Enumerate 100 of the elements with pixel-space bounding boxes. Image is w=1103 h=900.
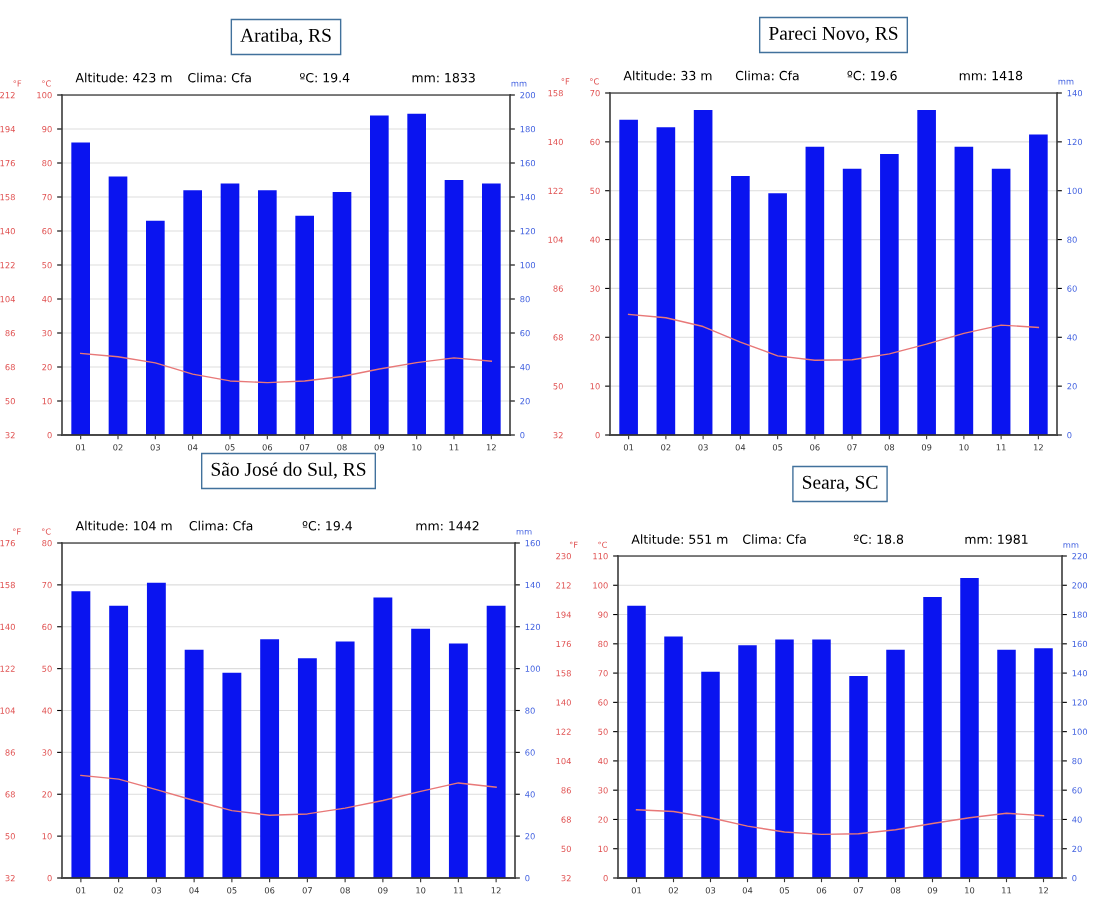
x-tick-label: 05	[227, 887, 237, 894]
bar	[627, 605, 646, 878]
y3-tick-label: 140	[0, 227, 15, 235]
y-tick-label: 30	[42, 329, 52, 337]
text: Altitude: 551 m	[631, 534, 728, 544]
y3-tick-label: 140	[548, 138, 563, 146]
y3-tick-label: 194	[556, 611, 571, 618]
x-tick-label: 01	[631, 887, 642, 894]
y-tick-label: 0	[595, 431, 600, 439]
bar	[444, 180, 464, 435]
y3-tick-label: 176	[556, 640, 571, 648]
y3-tick-label: 50	[561, 845, 571, 853]
y3-tick-label: 122	[556, 728, 571, 735]
bar	[407, 113, 426, 435]
x-tick-label: 10	[412, 444, 422, 451]
x-tick-label: 03	[705, 887, 716, 894]
bar	[332, 191, 352, 435]
bar	[917, 110, 936, 435]
x-tick-label: 01	[75, 444, 86, 451]
y-tick-label: 50	[42, 665, 52, 672]
y3-tick-label: 104	[0, 707, 15, 714]
bar	[954, 146, 974, 435]
y-tick-label: 20	[42, 363, 52, 371]
x-tick-label: 06	[262, 444, 273, 451]
y-tick-label: 80	[598, 640, 608, 648]
chart-title: Aratiba, RS	[240, 28, 331, 45]
bar	[260, 639, 280, 878]
y2-tick-label: 140	[1072, 670, 1088, 677]
bar	[923, 596, 942, 878]
y3-tick-label: 86	[561, 787, 571, 794]
x-tick-label: 05	[779, 887, 790, 894]
y-tick-label: 0	[47, 431, 52, 439]
y2-tick-label: 40	[1072, 816, 1082, 823]
x-tick-label: 07	[302, 887, 312, 894]
y3-tick-label: 176	[0, 539, 15, 547]
x-tick-label: 10	[416, 887, 426, 894]
line-series	[635, 809, 1045, 836]
y-tick-label: 30	[42, 749, 52, 756]
y3-tick-label: 86	[553, 285, 563, 292]
y-tick-label: 70	[598, 670, 608, 677]
bar	[482, 183, 501, 435]
y-tick-label: 10	[598, 845, 608, 853]
x-tick-label: 03	[151, 887, 162, 894]
bar	[109, 605, 129, 878]
x-tick-label: 09	[921, 444, 932, 451]
x-tick-label: 08	[337, 444, 347, 451]
text: Clima: Cfa	[743, 534, 806, 544]
y2-tick-label: 160	[520, 159, 536, 167]
y3-tick-label: 50	[5, 397, 15, 405]
y-axis-title: °C	[590, 78, 599, 85]
x-tick-label: 01	[76, 887, 86, 894]
y2-tick-label: 180	[520, 125, 536, 133]
y-tick-label: 70	[42, 193, 52, 201]
x-tick-label: 02	[113, 444, 123, 451]
y-tick-label: 50	[590, 187, 600, 194]
bar	[738, 645, 757, 878]
y3-tick-label: 86	[5, 749, 15, 756]
y-tick-label: 10	[42, 397, 52, 405]
x-tick-label: 08	[340, 887, 350, 894]
y2-tick-label: 160	[1072, 640, 1088, 648]
y2-tick-label: 60	[520, 329, 530, 337]
x-tick-label: 11	[1002, 887, 1012, 894]
y3-tick-label: 32	[5, 431, 15, 439]
y3-axis-title: °F	[13, 80, 22, 87]
y-tick-label: 80	[42, 539, 52, 547]
y2-tick-label: 140	[525, 581, 541, 589]
y2-tick-label: 100	[520, 261, 536, 269]
y2-tick-label: 180	[1072, 611, 1088, 618]
x-tick-label: 04	[187, 444, 198, 451]
x-tick-label: 04	[189, 887, 199, 894]
y2-tick-label: 80	[1072, 757, 1082, 765]
y3-axis-title: °F	[13, 528, 21, 535]
y3-tick-label: 122	[0, 665, 15, 672]
y-tick-label: 20	[598, 816, 608, 823]
y3-tick-label: 32	[553, 431, 563, 439]
y-tick-label: 50	[598, 728, 608, 735]
y-axis-title: °C	[41, 528, 51, 535]
y-tick-label: 0	[603, 874, 608, 882]
y2-tick-label: 40	[525, 791, 535, 798]
text: Altitude: 33 m	[623, 70, 712, 81]
y3-tick-label: 50	[5, 833, 15, 840]
y2-tick-label: 80	[520, 295, 530, 303]
text: mm: 1442	[416, 521, 479, 531]
x-tick-label: 06	[810, 444, 820, 451]
y2-tick-label: 20	[525, 833, 535, 840]
y2-tick-label: 20	[1072, 845, 1082, 853]
y-tick-label: 100	[37, 91, 52, 99]
y3-tick-label: 122	[0, 261, 15, 269]
y-tick-label: 30	[590, 285, 600, 292]
text: Clima: Cfa	[735, 70, 799, 81]
y3-tick-label: 212	[0, 91, 15, 99]
bar	[842, 168, 862, 435]
y2-tick-label: 60	[1067, 285, 1077, 292]
y-axis-title: °C	[598, 541, 607, 548]
text: mm: 1833	[412, 72, 475, 83]
chart-title: São José do Sul, RS	[211, 462, 366, 479]
line-series	[80, 774, 497, 816]
x-tick-label: 05	[772, 444, 783, 451]
y-tick-label: 110	[593, 552, 608, 560]
y2-tick-label: 120	[525, 623, 541, 631]
